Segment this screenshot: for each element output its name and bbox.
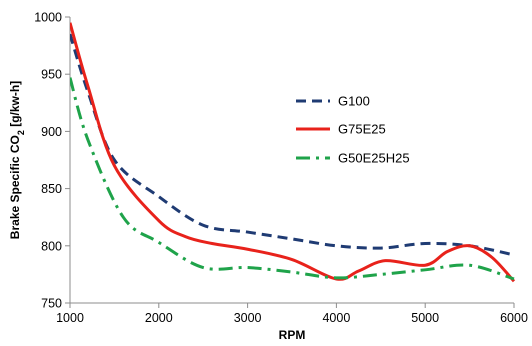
y-tick-label: 900 bbox=[41, 125, 62, 139]
series-layer bbox=[70, 22, 516, 283]
y-axis-title-subscript: 2 bbox=[16, 130, 26, 135]
y-tick-label: 1000 bbox=[34, 11, 62, 25]
series-line-g75e25 bbox=[70, 22, 516, 283]
y-tick-label: 950 bbox=[41, 68, 62, 82]
x-tick-label: 2000 bbox=[145, 311, 173, 325]
y-axis-title-main: Brake Specific CO bbox=[8, 135, 22, 239]
legend-label-g50e25h25: G50E25H25 bbox=[338, 151, 410, 166]
y-tick-label: 800 bbox=[41, 239, 62, 253]
x-tick-label: 6000 bbox=[500, 311, 528, 325]
x-tick-label: 1000 bbox=[56, 311, 84, 325]
x-tick-label: 5000 bbox=[411, 311, 439, 325]
y-axis-title-units: [g/kw-h] bbox=[8, 81, 22, 130]
x-tick-label: 3000 bbox=[234, 311, 262, 325]
x-axis-title: RPM bbox=[279, 328, 306, 342]
y-tick-label: 850 bbox=[41, 182, 62, 196]
ticks-layer: 750 800 850 900 950 1000 1000 2000 3000 4000 5000 6… bbox=[34, 11, 528, 326]
x-tick-label: 4000 bbox=[322, 311, 350, 325]
legend: G100 G75E25 G50E25H25 bbox=[296, 94, 410, 166]
series-line-g50e25h25 bbox=[70, 77, 515, 281]
y-tick-label: 750 bbox=[41, 297, 62, 311]
y-axis-title: Brake Specific CO2 [g/kw-h] bbox=[8, 81, 26, 239]
axes-layer bbox=[69, 17, 514, 304]
legend-label-g75e25: G75E25 bbox=[338, 122, 386, 137]
legend-label-g100: G100 bbox=[338, 94, 370, 109]
series-line-g100 bbox=[70, 33, 515, 257]
